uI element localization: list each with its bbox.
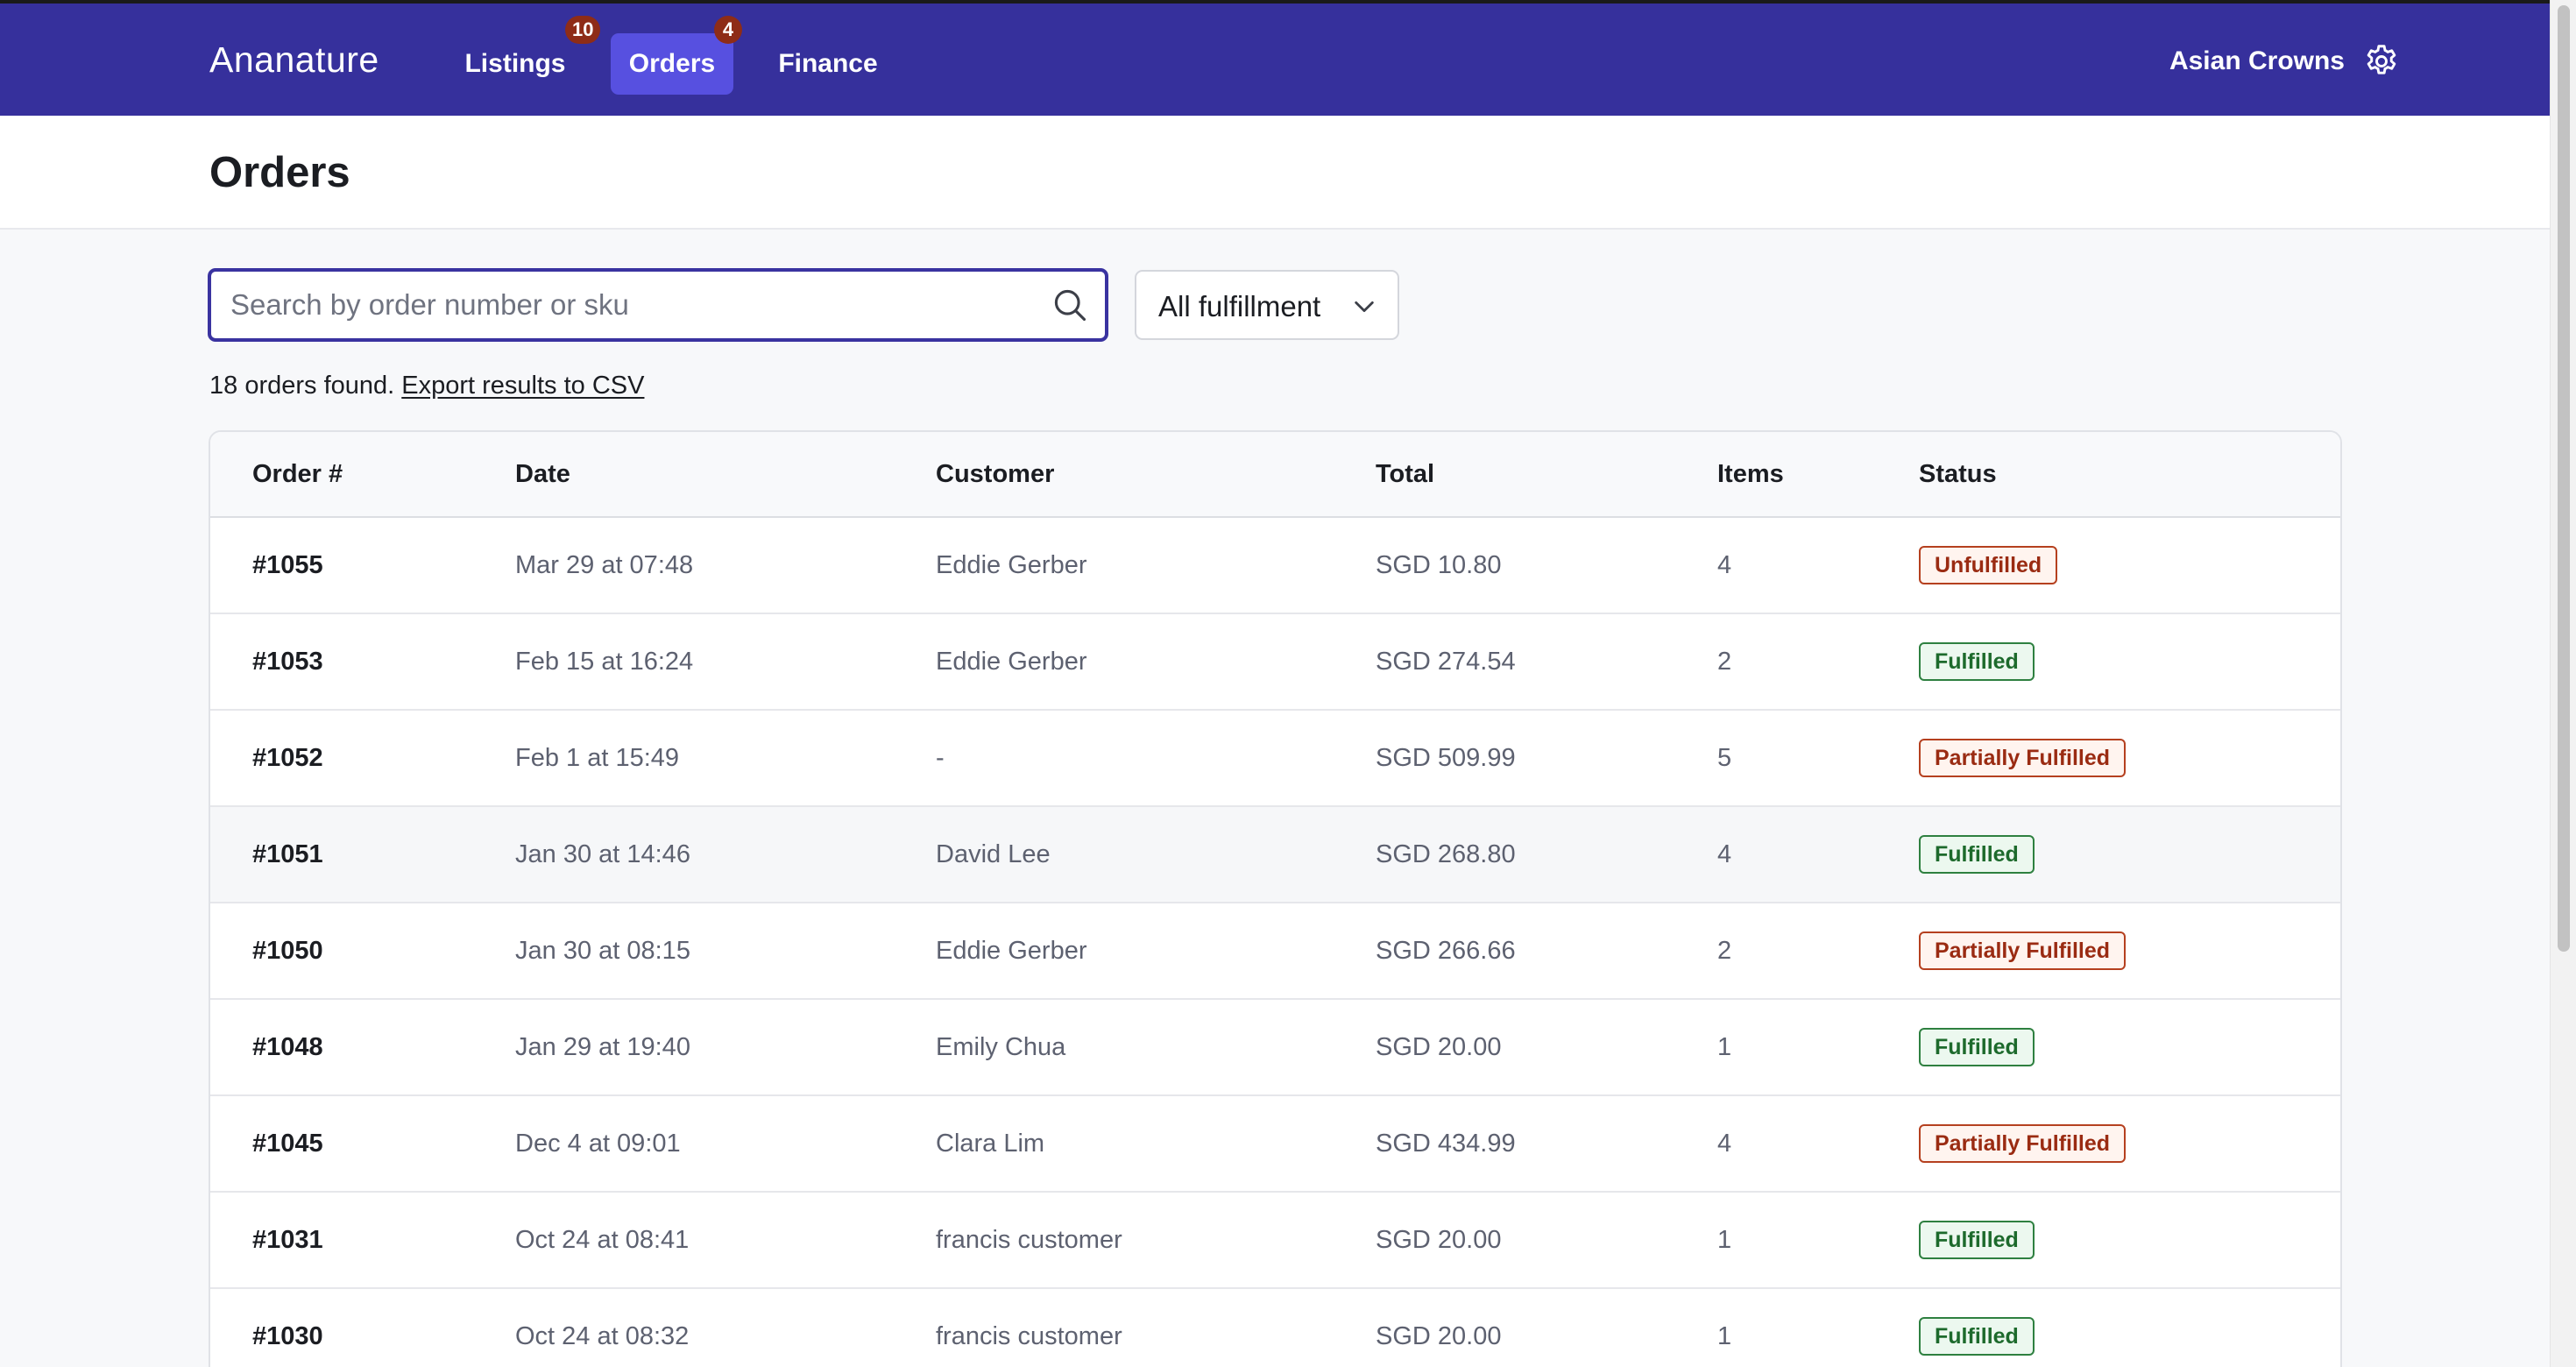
nav-item-listings[interactable]: Listings 10	[451, 16, 601, 95]
status-badge: Unfulfilled	[1919, 546, 2058, 584]
nav-item-label: Finance	[778, 49, 878, 78]
fulfillment-filter-select[interactable]: All fulfillment	[1135, 270, 1399, 340]
order-customer: Clara Lim	[936, 1130, 1045, 1158]
page-title: Orders	[209, 149, 350, 196]
status-badge: Fulfilled	[1919, 1317, 2035, 1356]
order-number[interactable]: #1045	[252, 1130, 323, 1158]
page-header: Orders	[0, 116, 2550, 230]
results-count: 18 orders found.	[209, 372, 395, 400]
order-customer: David Lee	[936, 840, 1051, 868]
order-date: Feb 1 at 15:49	[515, 744, 680, 772]
order-number[interactable]: #1053	[252, 648, 323, 676]
order-number[interactable]: #1055	[252, 551, 323, 579]
order-customer: francis customer	[936, 1322, 1122, 1350]
order-number[interactable]: #1031	[252, 1226, 323, 1254]
search-input[interactable]	[230, 272, 1019, 338]
order-customer: Eddie Gerber	[936, 648, 1087, 676]
order-customer: francis customer	[936, 1226, 1122, 1254]
status-badge: Fulfilled	[1919, 642, 2035, 681]
order-items-count: 4	[1717, 551, 1732, 579]
status-badge: Fulfilled	[1919, 1028, 2035, 1066]
order-items-count: 1	[1717, 1322, 1732, 1350]
order-total: SGD 274.54	[1376, 648, 1516, 676]
table-row[interactable]: #1030 Oct 24 at 08:32 francis customer S…	[210, 1289, 2340, 1367]
table-row[interactable]: #1048 Jan 29 at 19:40 Emily Chua SGD 20.…	[210, 1000, 2340, 1096]
order-customer: Eddie Gerber	[936, 937, 1087, 965]
orders-table: Order # Date Customer Total Items Status…	[209, 430, 2342, 1367]
column-header-order: Order #	[252, 460, 343, 488]
column-header-customer: Customer	[936, 460, 1055, 488]
export-csv-link[interactable]: Export results to CSV	[401, 372, 645, 400]
order-number[interactable]: #1030	[252, 1322, 323, 1350]
column-header-total: Total	[1376, 460, 1435, 488]
search-box[interactable]	[208, 268, 1108, 342]
status-badge: Partially Fulfilled	[1919, 1124, 2127, 1163]
order-items-count: 5	[1717, 744, 1732, 772]
results-summary: 18 orders found. Export results to CSV	[209, 370, 644, 401]
order-items-count: 2	[1717, 648, 1732, 676]
order-total: SGD 20.00	[1376, 1033, 1502, 1061]
nav-item-label: Listings	[464, 49, 566, 78]
order-number[interactable]: #1050	[252, 937, 323, 965]
chevron-down-icon	[1352, 296, 1376, 317]
listings-count-badge: 10	[565, 16, 601, 44]
table-row[interactable]: #1045 Dec 4 at 09:01 Clara Lim SGD 434.9…	[210, 1096, 2340, 1193]
order-date: Oct 24 at 08:32	[515, 1322, 690, 1350]
table-row[interactable]: #1051 Jan 30 at 14:46 David Lee SGD 268.…	[210, 807, 2340, 903]
order-items-count: 4	[1717, 1130, 1732, 1158]
search-icon[interactable]	[1051, 286, 1089, 324]
order-date: Jan 30 at 14:46	[515, 840, 690, 868]
order-date: Jan 29 at 19:40	[515, 1033, 690, 1061]
window-top-edge	[0, 0, 2576, 4]
status-badge: Partially Fulfilled	[1919, 931, 2127, 970]
nav-item-finance[interactable]: Finance	[764, 33, 892, 95]
order-date: Mar 29 at 07:48	[515, 551, 694, 579]
order-total: SGD 20.00	[1376, 1226, 1502, 1254]
order-number[interactable]: #1048	[252, 1033, 323, 1061]
table-row[interactable]: #1031 Oct 24 at 08:41 francis customer S…	[210, 1193, 2340, 1289]
page-scrollbar[interactable]	[2550, 0, 2576, 1367]
order-total: SGD 434.99	[1376, 1130, 1516, 1158]
order-total: SGD 509.99	[1376, 744, 1516, 772]
fulfillment-filter-value: All fulfillment	[1158, 290, 1321, 322]
column-header-status: Status	[1919, 460, 1997, 488]
column-header-date: Date	[515, 460, 570, 488]
order-total: SGD 20.00	[1376, 1322, 1502, 1350]
order-number[interactable]: #1051	[252, 840, 323, 868]
order-customer: -	[936, 744, 945, 772]
nav-item-orders[interactable]: Orders 4	[611, 16, 742, 95]
order-date: Feb 15 at 16:24	[515, 648, 694, 676]
order-items-count: 1	[1717, 1033, 1732, 1061]
account-name: Asian Crowns	[2169, 46, 2345, 75]
order-date: Oct 24 at 08:41	[515, 1226, 690, 1254]
table-row[interactable]: #1055 Mar 29 at 07:48 Eddie Gerber SGD 1…	[210, 518, 2340, 614]
top-navbar: Ananature Listings 10 Orders 4 Finance A…	[0, 4, 2550, 116]
order-items-count: 2	[1717, 937, 1732, 965]
order-date: Jan 30 at 08:15	[515, 937, 690, 965]
account-menu[interactable]: Asian Crowns	[2169, 42, 2401, 81]
order-number[interactable]: #1052	[252, 744, 323, 772]
order-total: SGD 268.80	[1376, 840, 1516, 868]
order-date: Dec 4 at 09:01	[515, 1130, 681, 1158]
table-row[interactable]: #1050 Jan 30 at 08:15 Eddie Gerber SGD 2…	[210, 903, 2340, 1000]
nav-item-label: Orders	[628, 49, 716, 78]
order-total: SGD 266.66	[1376, 937, 1516, 965]
gear-icon[interactable]	[2362, 42, 2401, 81]
table-row[interactable]: #1052 Feb 1 at 15:49 - SGD 509.99 5 Part…	[210, 711, 2340, 807]
order-items-count: 1	[1717, 1226, 1732, 1254]
orders-count-badge: 4	[714, 16, 742, 44]
order-total: SGD 10.80	[1376, 551, 1502, 579]
order-customer: Emily Chua	[936, 1033, 1066, 1061]
table-row[interactable]: #1053 Feb 15 at 16:24 Eddie Gerber SGD 2…	[210, 614, 2340, 711]
brand-logo[interactable]: Ananature	[209, 39, 379, 80]
status-badge: Fulfilled	[1919, 1221, 2035, 1259]
order-items-count: 4	[1717, 840, 1732, 868]
scrollbar-thumb[interactable]	[2558, 5, 2570, 952]
status-badge: Partially Fulfilled	[1919, 739, 2127, 777]
status-badge: Fulfilled	[1919, 835, 2035, 874]
order-customer: Eddie Gerber	[936, 551, 1087, 579]
table-header: Order # Date Customer Total Items Status	[210, 432, 2340, 518]
column-header-items: Items	[1717, 460, 1784, 488]
